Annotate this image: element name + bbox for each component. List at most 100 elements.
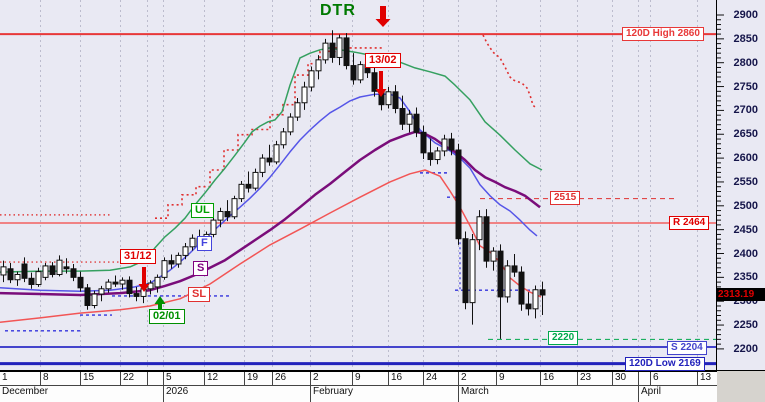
candle: [63, 258, 70, 274]
time-axis-week-cell: 22: [120, 372, 147, 386]
time-axis-week-cell: 16: [388, 372, 423, 386]
candle: [252, 168, 259, 191]
price-tick-label: 2350: [733, 271, 758, 284]
candle: [294, 97, 301, 121]
candle: [476, 210, 483, 251]
candle: [245, 171, 252, 193]
indicator-tag-f: F: [197, 236, 212, 251]
candle: [126, 276, 133, 298]
candle: [301, 81, 308, 110]
time-axis-week-cell: 15: [80, 372, 120, 386]
candle: [0, 260, 7, 283]
candle: [504, 260, 511, 303]
time-axis-week-cell: 9: [496, 372, 540, 386]
candle: [112, 275, 119, 287]
candle: [392, 85, 399, 114]
price-tick-label: 2850: [733, 32, 758, 45]
candle: [406, 109, 413, 133]
level-label-high-120d: 120D High 2860: [622, 27, 704, 41]
candle: [413, 107, 420, 138]
price-tick-label: 2250: [733, 319, 758, 332]
candle: [77, 271, 84, 292]
level-label-resistance-2515: 2515: [550, 191, 581, 205]
candle: [175, 252, 182, 268]
candle: [70, 263, 77, 282]
candle: [483, 209, 490, 268]
candle: [371, 64, 378, 97]
candle: [217, 207, 224, 228]
level-label-support-s: S 2204: [667, 341, 707, 355]
candle: [490, 247, 497, 271]
signal-arrow-sell-31-12-icon: [138, 267, 150, 292]
candle: [189, 234, 196, 251]
time-axis-week-cell: 19: [244, 372, 272, 386]
indicator-tag-sl: SL: [188, 287, 211, 302]
price-axis-ticks: [717, 14, 724, 350]
time-axis-month-cell: March: [458, 386, 638, 402]
time-axis-week-cell: 26: [272, 372, 310, 386]
candle: [518, 266, 525, 311]
candle: [7, 263, 14, 284]
candle: [28, 272, 35, 289]
title-down-arrow-icon: [375, 6, 391, 27]
price-tick-label: 2500: [733, 199, 758, 212]
candle: [154, 274, 161, 293]
price-tick-label: 2800: [733, 56, 758, 69]
candle: [259, 154, 266, 178]
price-tick-label: 2750: [733, 80, 758, 93]
candle: [287, 113, 294, 136]
current-price-badge: 2313.19: [717, 288, 765, 302]
candle: [182, 243, 189, 260]
trailing-stop-down: [482, 34, 537, 109]
candle: [21, 257, 28, 283]
candle: [56, 255, 63, 277]
page-title: DTR: [320, 2, 356, 19]
time-axis: 1 8 15 22 5 12 19 26 2 9 16 24 2 9 16 23 30 6 13 December 20…: [0, 371, 717, 402]
time-axis-week-cell: 24: [423, 372, 458, 386]
candle: [420, 125, 427, 160]
candle: [266, 144, 273, 166]
time-axis-week-cell: 23: [577, 372, 612, 386]
time-axis-month-cell: February: [310, 386, 458, 402]
candle: [357, 61, 364, 84]
time-axis-week-cell: 2: [458, 372, 496, 386]
candle: [462, 231, 469, 310]
candle: [315, 55, 322, 80]
time-axis-week-cell: 16: [540, 372, 577, 386]
candle: [14, 271, 21, 286]
candle: [210, 216, 217, 238]
candles: [0, 30, 546, 339]
signal-label-sell-31-12: 31/12: [120, 249, 156, 264]
price-tick-label: 2900: [733, 9, 758, 21]
candle: [434, 147, 441, 165]
candle: [224, 200, 231, 222]
price-tick-label: 2700: [733, 104, 758, 117]
time-axis-month-cell: 2026: [163, 386, 310, 402]
candle: [322, 38, 329, 64]
price-tick-label: 2450: [733, 223, 758, 236]
candle: [441, 134, 448, 157]
candle: [98, 285, 105, 302]
candle: [238, 180, 245, 202]
candle: [168, 254, 175, 269]
candle: [385, 87, 392, 109]
candle: [35, 267, 42, 287]
candle: [497, 244, 504, 339]
candle: [119, 277, 126, 290]
candle: [329, 30, 336, 63]
candle: [455, 143, 462, 245]
candle: [91, 290, 98, 309]
time-axis-week-cell: 1: [0, 372, 40, 386]
candle: [49, 262, 56, 278]
time-axis-week-cell: 6: [650, 372, 697, 386]
time-axis-week-cell: 30: [612, 372, 638, 386]
indicator-tag-s: S: [193, 261, 209, 276]
level-label-resistance-r: R 2464: [669, 216, 710, 230]
price-tick-label: 2600: [733, 152, 758, 165]
overlay-fast-line-f: [0, 93, 538, 292]
time-axis-week-cell: 5: [163, 372, 204, 386]
candle: [105, 279, 112, 293]
signal-label-buy-02-01: 02/01: [149, 309, 185, 324]
level-label-support-2220: 2220: [548, 331, 579, 345]
